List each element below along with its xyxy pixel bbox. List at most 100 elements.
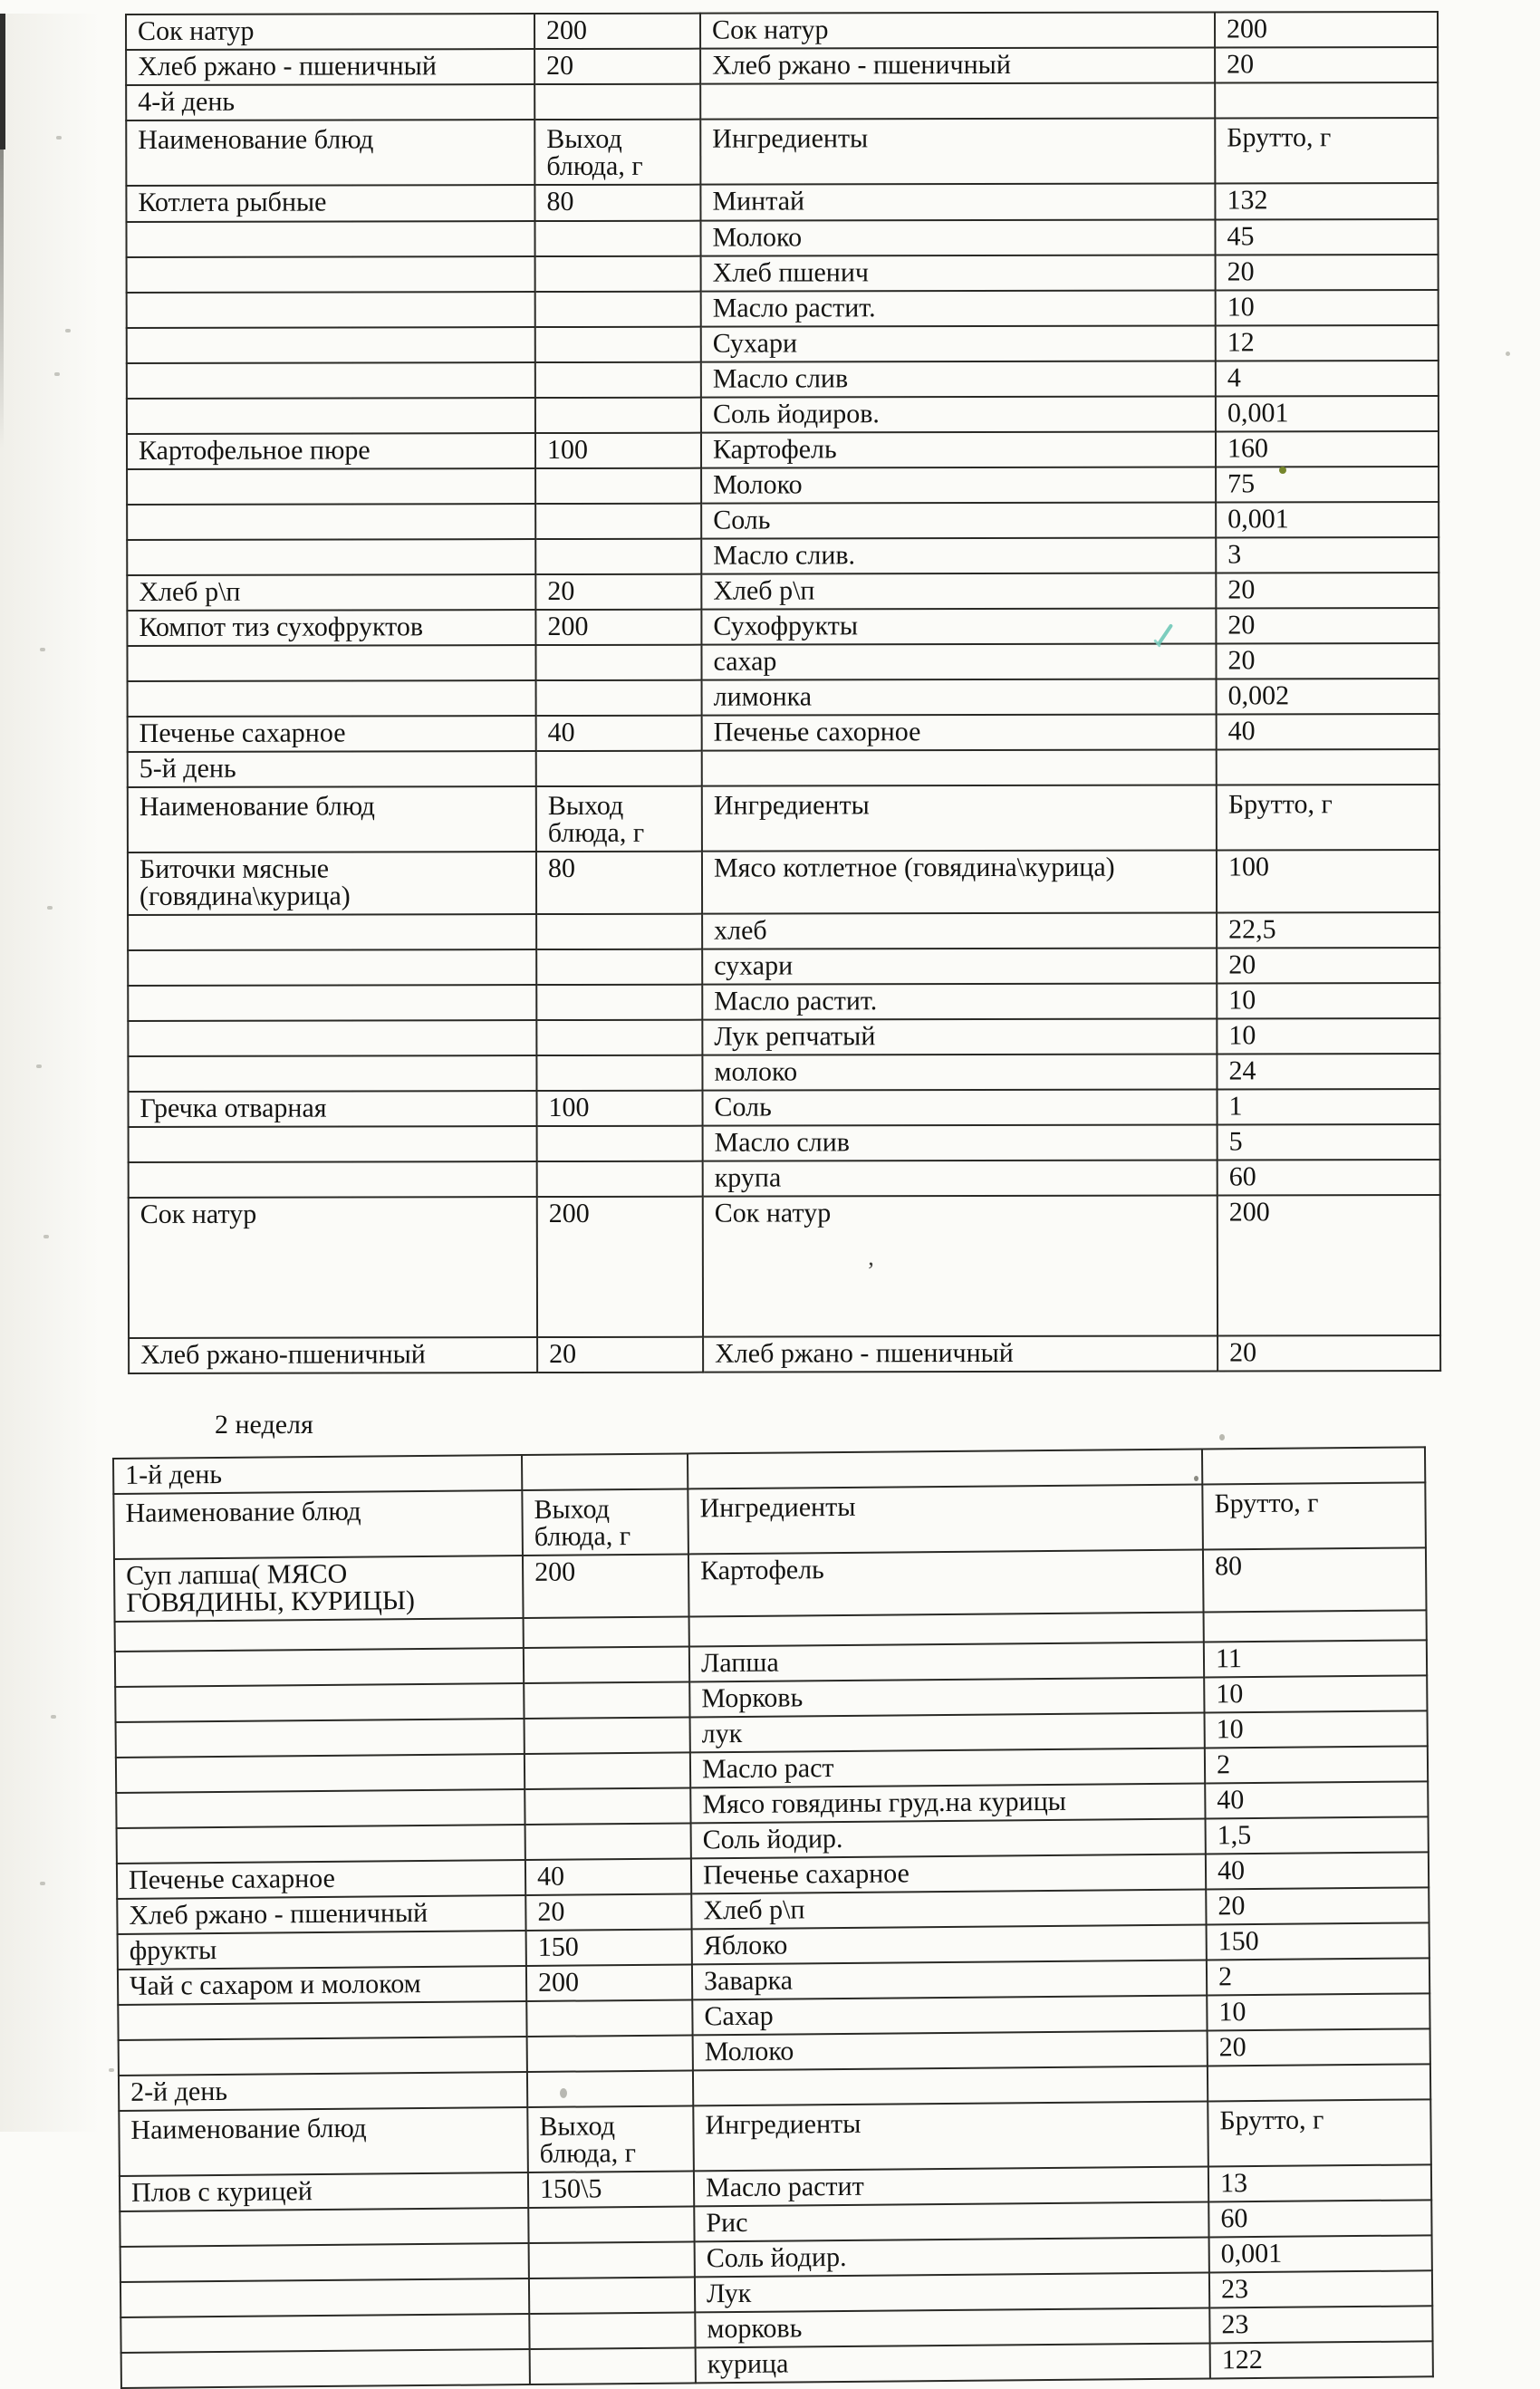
output-weight-cell: 200 xyxy=(535,609,702,646)
output-weight-cell: 20 xyxy=(534,48,701,85)
output-weight-cell xyxy=(525,1823,691,1861)
menu-item-row: Сухари 12 xyxy=(126,324,1439,363)
output-weight-cell: 20 xyxy=(537,1336,704,1373)
ingredient-cell: Соль xyxy=(702,1089,1218,1126)
ingredient-cell: Масло растит xyxy=(693,2166,1209,2207)
menu-item-row: Биточки мясные (говядина\курица) 80 Мясо к… xyxy=(127,849,1440,915)
column-header-2: Выход блюда, г xyxy=(534,119,701,186)
output-weight-cell xyxy=(528,2241,695,2279)
ingredient-cell: Масло растит. xyxy=(702,983,1218,1020)
dish-name-cell xyxy=(127,539,536,575)
margin-speck xyxy=(40,648,45,651)
brutto-weight-cell: 20 xyxy=(1206,1887,1429,1925)
column-header-2: Выход блюда, г xyxy=(535,785,702,853)
dish-name-cell xyxy=(127,680,536,717)
margin-speck xyxy=(43,1235,49,1238)
ingredient-cell: крупа xyxy=(702,1160,1218,1197)
brutto-weight-cell: 20 xyxy=(1215,46,1439,83)
brutto-weight-cell: 20 xyxy=(1218,1334,1441,1372)
brutto-weight-cell: 40 xyxy=(1216,713,1439,750)
brutto-weight-cell: 160 xyxy=(1215,430,1439,467)
output-weight-cell xyxy=(536,913,703,950)
dish-name-cell: Плов с курицей xyxy=(119,2172,529,2211)
green-pen-dot xyxy=(1279,467,1286,474)
output-weight-cell xyxy=(534,255,701,293)
brutto-weight-cell: 23 xyxy=(1208,2270,1433,2308)
brutto-weight-cell: 10 xyxy=(1217,1017,1440,1055)
dish-name-cell xyxy=(118,2037,527,2076)
ingredient-cell: Рис xyxy=(694,2201,1209,2242)
ingredient-cell: Сок натур xyxy=(700,12,1216,49)
dish-name-cell: Хлеб ржано - пшеничный xyxy=(126,49,535,85)
ingredient-cell: хлеб xyxy=(702,912,1218,949)
column-header-4: Брутто, г xyxy=(1202,1482,1426,1550)
output-weight-cell xyxy=(528,2206,695,2244)
scan-edge-shadow-faint xyxy=(0,149,4,448)
brutto-weight-cell: 22,5 xyxy=(1217,911,1440,949)
menu-item-row: Сок натур 200 Сок натур 200 xyxy=(126,11,1439,50)
menu-item-row: Печенье сахарное 40 Печенье сахорное 40 xyxy=(127,713,1439,752)
dish-name-cell xyxy=(127,468,536,505)
dish-name-cell xyxy=(126,292,535,328)
scan-edge-shadow xyxy=(0,14,5,149)
ingredient-cell: Печенье сахарное xyxy=(690,1854,1207,1894)
output-weight-cell xyxy=(521,1453,688,1491)
margin-speck xyxy=(40,1882,45,1885)
column-header-3: Ингредиенты xyxy=(700,118,1216,185)
brutto-weight-cell: 11 xyxy=(1203,1640,1428,1678)
output-weight-cell xyxy=(524,1752,691,1790)
margin-speck xyxy=(54,372,60,376)
dish-name-cell xyxy=(120,2349,530,2388)
brutto-weight-cell xyxy=(1201,1447,1426,1485)
brutto-weight-cell: 20 xyxy=(1216,642,1439,679)
menu-item-row: Масло слив 4 xyxy=(126,360,1439,399)
ingredient-cell xyxy=(688,1612,1204,1647)
ingredient-cell: Хлеб ржано - пшеничный xyxy=(700,47,1216,84)
column-header-row: Наименование блюд Выход блюда, г Ингредиен… xyxy=(127,784,1439,853)
ingredient-cell: Сок натур xyxy=(702,1195,1218,1337)
dish-name-cell xyxy=(128,1126,537,1162)
column-header-4: Брутто, г xyxy=(1216,784,1439,851)
brutto-weight-cell: 20 xyxy=(1207,2028,1430,2066)
scan-speck xyxy=(1506,352,1510,356)
day-label-cell: 5-й день xyxy=(127,751,536,787)
brutto-weight-cell: 5 xyxy=(1217,1123,1440,1161)
output-weight-cell: 200 xyxy=(536,1196,704,1338)
output-weight-cell xyxy=(536,949,703,986)
output-weight-cell xyxy=(529,2347,696,2385)
day-label-row: 4-й день xyxy=(126,82,1439,120)
dish-name-cell xyxy=(114,1648,525,1687)
output-weight-cell: 100 xyxy=(536,1090,703,1127)
output-weight-cell xyxy=(526,2035,693,2073)
dish-name-cell xyxy=(126,327,535,363)
scan-speck-bottom xyxy=(560,2088,567,2098)
brutto-weight-cell xyxy=(1215,82,1439,119)
menu-item-row: Лук репчатый 10 xyxy=(128,1017,1440,1056)
ingredient-cell: Соль йодиров. xyxy=(700,396,1216,433)
brutto-weight-cell: 80 xyxy=(1202,1547,1427,1613)
menu-table-week1-partial: Сок натур 200 Сок натур 200 Хлеб ржано - пше… xyxy=(125,11,1441,1374)
brutto-weight-cell: 10 xyxy=(1204,1710,1428,1748)
ingredient-cell: Масло слив. xyxy=(701,537,1217,574)
brutto-weight-cell: 60 xyxy=(1208,2200,1432,2238)
column-header-4: Брутто, г xyxy=(1208,2099,1431,2167)
ingredient-cell: Молоко xyxy=(701,467,1217,504)
dish-name-cell xyxy=(128,949,537,986)
dish-name-cell: Хлеб р\п xyxy=(127,574,536,611)
brutto-weight-cell: 13 xyxy=(1208,2164,1432,2202)
menu-item-row: хлеб 22,5 xyxy=(128,911,1440,950)
stray-apostrophe-mark: ’ xyxy=(867,1257,875,1284)
column-header-2: Выход блюда, г xyxy=(522,1488,688,1556)
dish-name-cell: Картофельное пюре xyxy=(126,433,536,469)
brutto-weight-cell: 20 xyxy=(1216,572,1439,609)
brutto-weight-cell: 75 xyxy=(1216,466,1439,503)
column-header-row: Наименование блюд Выход блюда, г Ингредиен… xyxy=(126,117,1439,186)
brutto-weight-cell: 150 xyxy=(1206,1922,1429,1960)
output-weight-cell xyxy=(536,1125,703,1162)
ingredient-cell: Соль xyxy=(701,502,1217,539)
output-weight-cell xyxy=(534,83,701,120)
dish-name-cell xyxy=(120,2208,529,2247)
dish-name-cell xyxy=(127,504,536,540)
dish-name-cell: Печенье сахарное xyxy=(116,1860,526,1899)
